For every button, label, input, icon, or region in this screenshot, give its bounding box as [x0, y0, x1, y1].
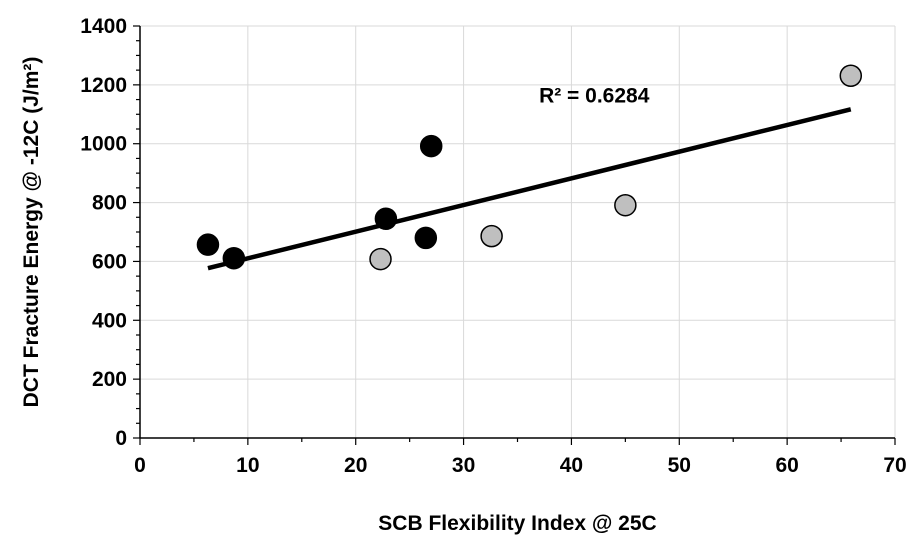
y-tick-label: 600	[92, 250, 127, 273]
y-tick-label: 200	[92, 368, 127, 391]
y-tick-label: 800	[92, 192, 127, 215]
trendline	[207, 107, 852, 271]
y-tick-label: 1000	[80, 133, 127, 156]
x-tick-label: 50	[668, 454, 691, 477]
y-tick-labels: 0 200 400 600 800 1000 1200 1400	[80, 15, 127, 450]
x-tick-label: 20	[344, 454, 367, 477]
x-axis-title: SCB Flexibility Index @ 25C	[378, 512, 656, 535]
x-tick-label: 30	[452, 454, 475, 477]
x-tick-label: 10	[236, 454, 259, 477]
data-point	[369, 247, 392, 271]
x-tick-label: 70	[883, 454, 906, 477]
data-point	[222, 246, 246, 270]
grid-lines	[140, 25, 896, 438]
data-points	[196, 64, 863, 271]
y-tick-label: 1400	[80, 15, 127, 38]
axes	[133, 25, 896, 445]
y-tick-label: 1200	[80, 74, 127, 97]
data-point	[374, 207, 398, 231]
trendline-group	[207, 107, 852, 271]
y-tick-label: 0	[115, 427, 127, 450]
x-tick-labels: 0 10 20 30 40 50 60 70	[134, 454, 907, 477]
data-point	[419, 134, 443, 158]
x-tick-label: 60	[775, 454, 798, 477]
data-point	[414, 226, 438, 250]
y-axis-title: DCT Fracture Energy @ -12C (J/m²)	[20, 57, 43, 408]
data-point	[839, 64, 863, 87]
data-point	[480, 224, 503, 248]
data-point	[614, 193, 637, 217]
x-tick-label: 0	[134, 454, 146, 477]
r-squared-annotation: R² = 0.6284	[539, 85, 650, 108]
x-tick-label: 40	[560, 454, 583, 477]
y-tick-label: 400	[92, 309, 127, 332]
data-point	[196, 233, 220, 256]
